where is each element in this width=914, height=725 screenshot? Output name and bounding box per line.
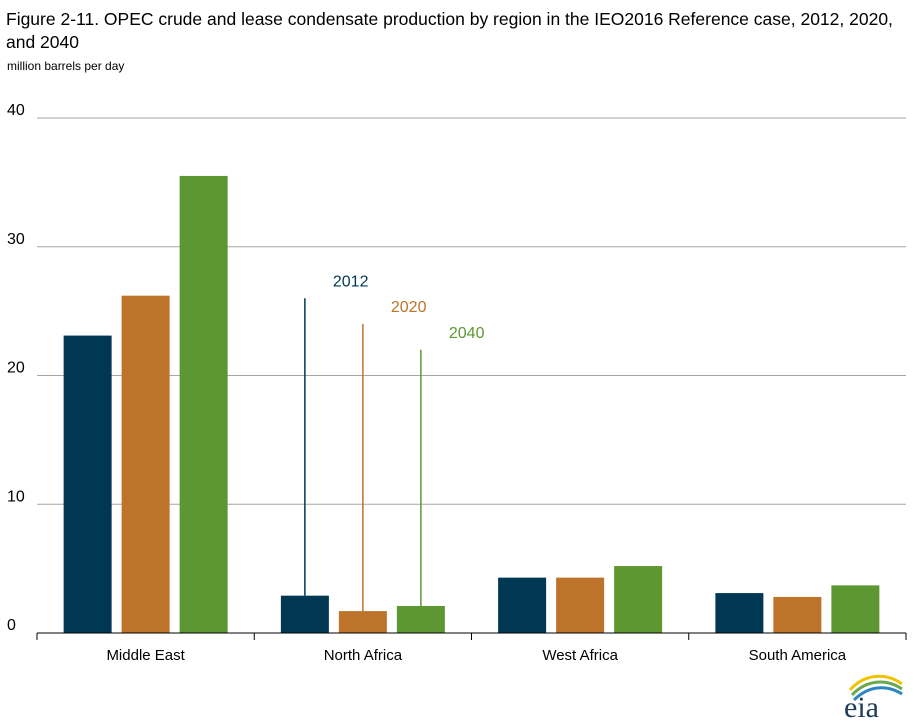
y-axis-ticks: 0 10 20 30 40 xyxy=(7,102,25,634)
y-tick-label-30: 30 xyxy=(7,231,25,248)
x-category-label: North Africa xyxy=(324,647,403,664)
chart-title: Figure 2-11. OPEC crude and lease conden… xyxy=(6,9,893,52)
annotation-label-2020: 2020 xyxy=(391,299,427,316)
bar-2040-north-africa xyxy=(396,605,445,633)
annotation-label-2040: 2040 xyxy=(449,325,485,342)
bar-2040-south-america xyxy=(831,585,880,633)
bar-2012-west-africa xyxy=(498,577,547,633)
y-axis-unit-label: million barrels per day xyxy=(7,59,125,73)
annotations: 2012 2020 2040 xyxy=(304,273,485,612)
eia-logo: eia xyxy=(844,674,903,720)
x-category-label: Middle East xyxy=(106,647,185,664)
x-category-label: West Africa xyxy=(542,647,618,664)
y-tick-label-10: 10 xyxy=(7,488,25,505)
bars xyxy=(63,175,880,633)
bar-2020-middle-east xyxy=(121,295,170,633)
bar-2012-middle-east xyxy=(63,335,112,633)
eia-logo-text: eia xyxy=(844,691,879,720)
bar-2020-north-africa xyxy=(338,611,387,633)
bar-2040-west-africa xyxy=(614,566,663,633)
bar-2040-middle-east xyxy=(179,175,228,633)
bar-2020-west-africa xyxy=(556,577,605,633)
bar-2012-north-africa xyxy=(280,595,329,633)
bar-2020-south-america xyxy=(773,596,822,633)
bar-2012-south-america xyxy=(715,593,764,633)
x-axis: Middle East North Africa West Africa South … xyxy=(36,632,907,664)
y-tick-label-0: 0 xyxy=(7,617,16,634)
y-tick-label-20: 20 xyxy=(7,360,25,377)
x-category-label: South America xyxy=(749,647,847,664)
y-tick-label-40: 40 xyxy=(7,102,25,119)
annotation-label-2012: 2012 xyxy=(333,273,369,290)
